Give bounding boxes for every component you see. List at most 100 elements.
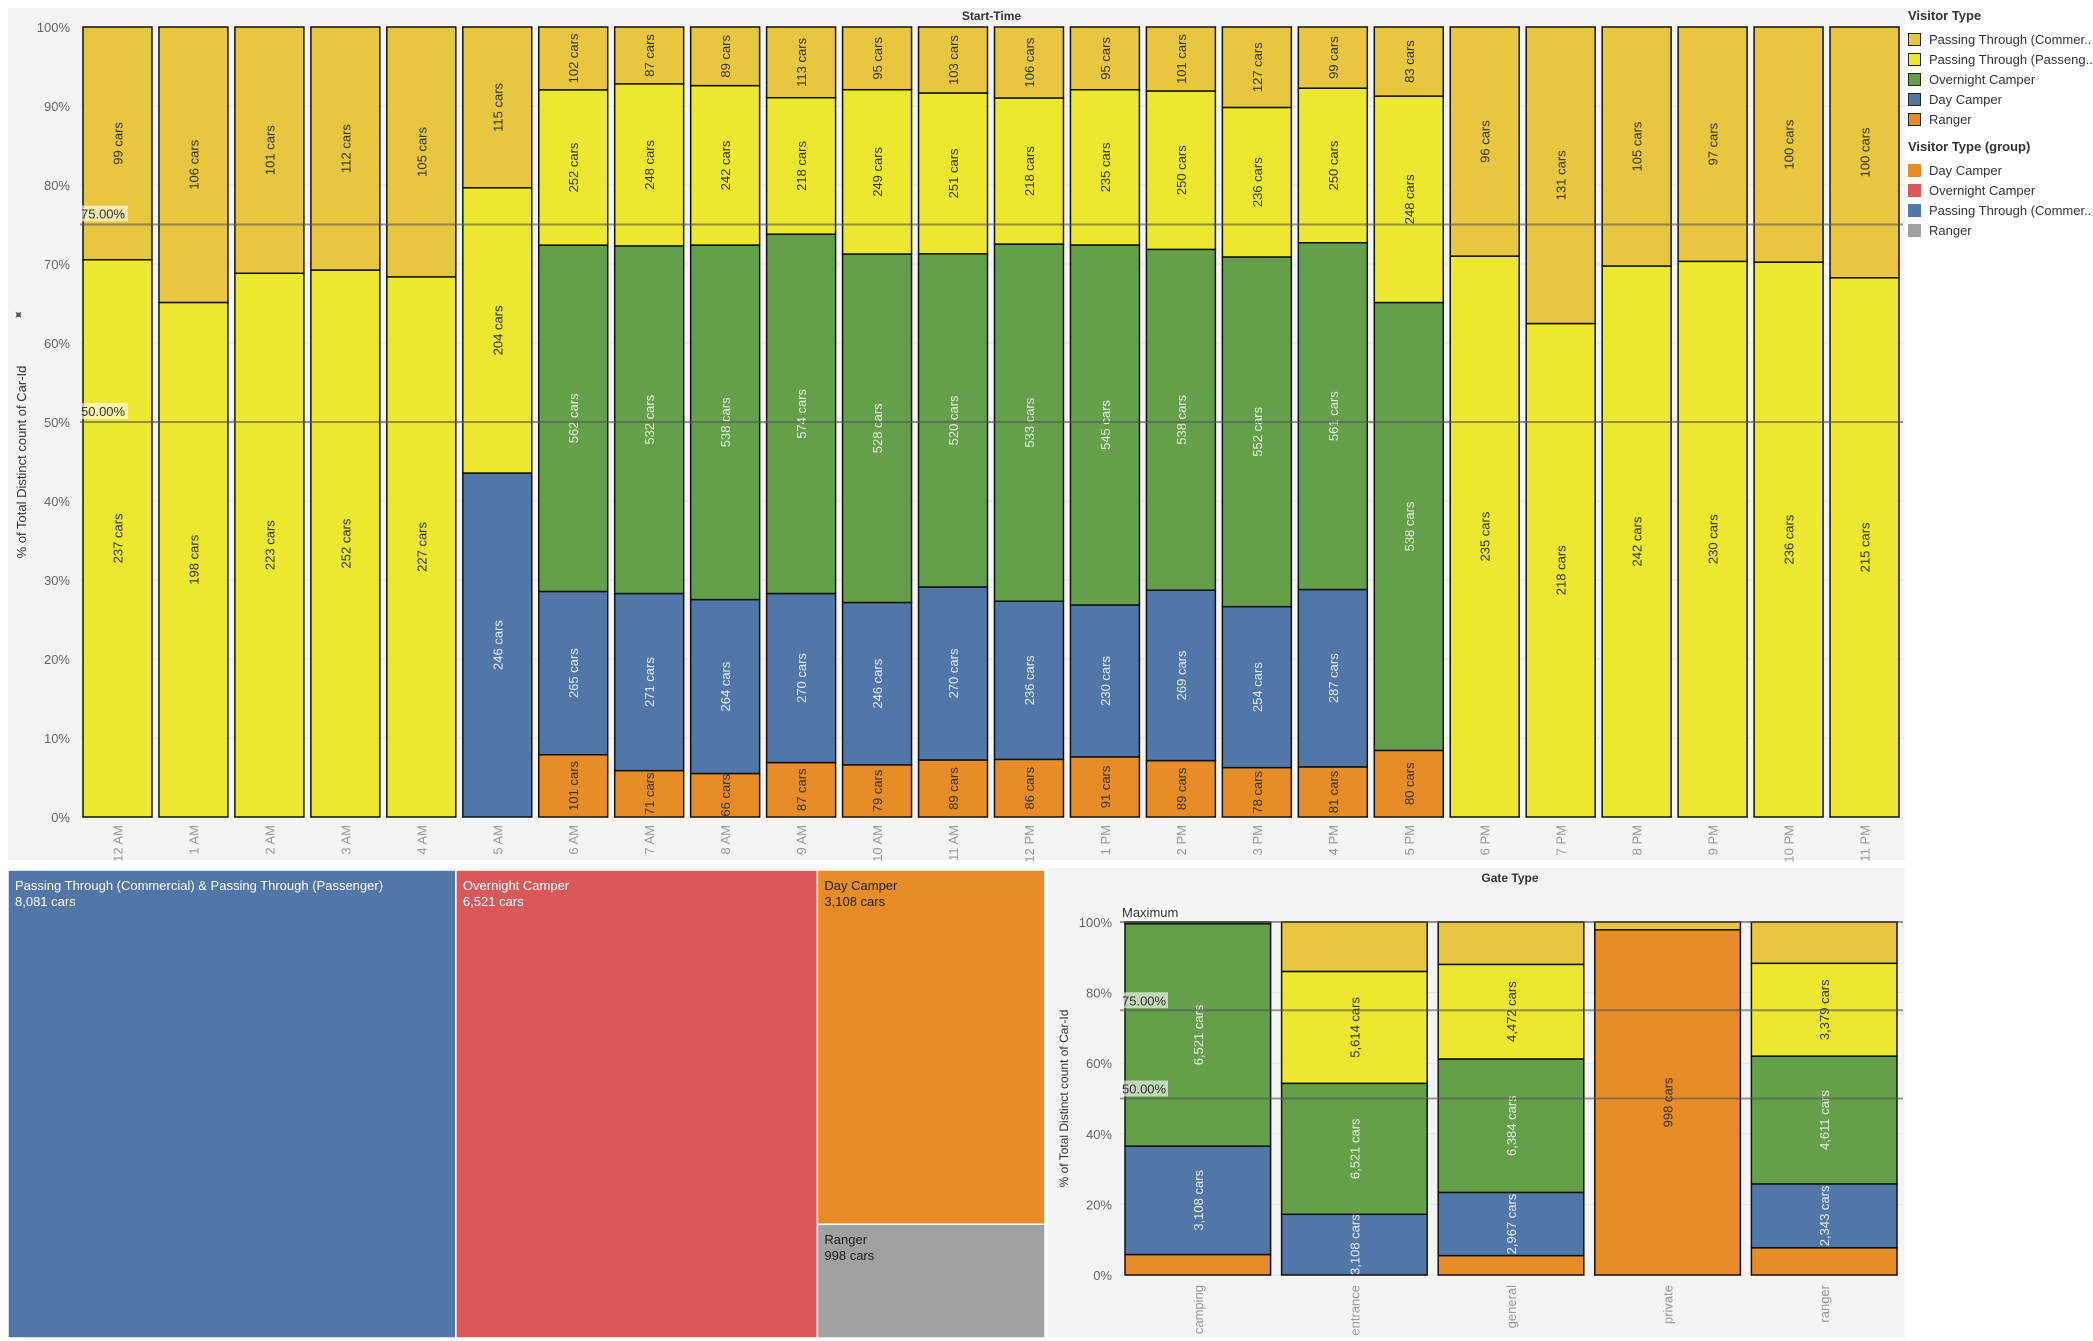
y-tick-label: 80% <box>44 178 70 193</box>
bar-segment-commercial <box>1525 26 1596 325</box>
legend-swatch <box>1908 223 1921 237</box>
bar-segment-day <box>1069 604 1141 758</box>
y-tick-label: 100% <box>1079 915 1113 930</box>
data-label: 6,521 cars <box>1347 1118 1362 1179</box>
bar-segment-day <box>689 598 761 775</box>
bar-segment-commercial <box>1750 921 1898 965</box>
data-label: 528 cars <box>870 403 885 453</box>
x-tick-label: camping <box>1191 1285 1206 1334</box>
legend-item[interactable]: Passing Through (Commer.. <box>1908 200 2093 220</box>
treemap-tile-name: Passing Through (Commercial) & Passing T… <box>15 878 383 893</box>
bar-segment-commercial <box>1297 26 1369 89</box>
treemap-tile-name: Day Camper <box>824 878 898 893</box>
bar-segment-ranger <box>1750 1247 1898 1276</box>
data-label: 246 cars <box>870 658 885 708</box>
x-tick-label: 6 AM <box>566 825 581 855</box>
bar-segment-commercial <box>841 26 913 91</box>
legend-label: Passing Through (Commer.. <box>1929 31 2092 47</box>
y-tick-label: 70% <box>44 257 70 272</box>
bar-segment-overnight <box>917 253 989 588</box>
y-tick-label: 100% <box>37 20 71 35</box>
data-label: 242 cars <box>1630 516 1645 566</box>
bar-segment-ranger <box>1221 766 1293 818</box>
x-tick-label: 9 AM <box>794 825 809 855</box>
data-label: 5,614 cars <box>1347 997 1362 1058</box>
bar-segment-passenger <box>82 259 153 818</box>
chart-title: Gate Type <box>1481 871 1538 885</box>
y-tick-label: 90% <box>44 99 70 114</box>
legend-visitor-type-group-items: Day Camper Overnight Camper Passing Throug… <box>1908 160 2093 240</box>
data-label: 78 cars <box>1250 770 1265 813</box>
x-tick-label: 7 AM <box>642 825 657 855</box>
bar-segment-commercial <box>1145 26 1217 92</box>
bar-segment-passenger <box>689 84 761 246</box>
data-label: 101 cars <box>1174 34 1189 84</box>
bar-segment-commercial <box>993 26 1065 99</box>
legend-item[interactable]: Day Camper <box>1908 89 2093 109</box>
data-label: 89 cars <box>718 35 733 78</box>
legend-label: Passing Through (Commer.. <box>1929 202 2092 218</box>
reference-line-label: 75.00% <box>81 207 126 222</box>
data-label: 235 cars <box>1098 142 1113 192</box>
data-label: 252 cars <box>566 142 581 192</box>
data-label: 106 cars <box>1022 37 1037 87</box>
legend-title-visitor-type-group: Visitor Type (group) <box>1908 139 2031 154</box>
legend-visitor-type-items: Passing Through (Commer.. Passing Through… <box>1908 29 2093 129</box>
bar-segment-commercial <box>1280 921 1428 973</box>
bar-segment-commercial <box>1437 921 1585 966</box>
x-tick-label: 3 AM <box>338 825 353 855</box>
bar-segment-commercial <box>1594 921 1742 931</box>
data-label: 237 cars <box>110 513 125 563</box>
legend-item[interactable]: Passing Through (Passeng.. <box>1908 49 2093 69</box>
legend-swatch <box>1908 92 1921 106</box>
x-tick-label: 3 PM <box>1250 825 1265 855</box>
data-label: 131 cars <box>1554 150 1569 200</box>
x-tick-label: private <box>1661 1285 1676 1324</box>
data-label: 562 cars <box>566 393 581 443</box>
legend-item[interactable]: Day Camper <box>1908 160 2093 180</box>
data-label: 254 cars <box>1250 662 1265 712</box>
legend-item[interactable]: Ranger <box>1908 109 2093 129</box>
x-tick-label: 9 PM <box>1706 825 1721 855</box>
data-label: 101 cars <box>262 125 277 175</box>
bar-segment-passenger <box>1221 106 1293 258</box>
x-tick-label: 12 PM <box>1022 825 1037 863</box>
x-tick-label: entrance <box>1347 1285 1362 1336</box>
x-tick-label: ranger <box>1817 1284 1832 1322</box>
data-label: 6,384 cars <box>1504 1095 1519 1156</box>
data-label: 242 cars <box>718 140 733 190</box>
bar-segment-day <box>1221 605 1293 769</box>
bar-segment-day <box>538 590 609 756</box>
data-label: 269 cars <box>1174 650 1189 700</box>
data-label: 100 cars <box>1858 127 1873 177</box>
x-tick-label: 12 AM <box>110 825 125 862</box>
treemap-tile-rect <box>7 869 457 1339</box>
legend-label: Day Camper <box>1929 162 2002 178</box>
legend-swatch <box>1908 112 1921 126</box>
data-label: 80 cars <box>1402 762 1417 805</box>
legend-item[interactable]: Overnight Camper <box>1908 180 2093 200</box>
legend-item[interactable]: Passing Through (Commer.. <box>1908 29 2093 49</box>
bar-segment-passenger <box>613 83 685 247</box>
bar-segment-commercial <box>1677 26 1748 263</box>
treemap-tile[interactable]: Passing Through (Commercial) & Passing T… <box>7 869 457 1339</box>
legend-item[interactable]: Overnight Camper <box>1908 69 2093 89</box>
bar-segment-commercial <box>1373 26 1444 97</box>
y-tick-label: 50% <box>44 415 70 430</box>
x-tick-label: 5 PM <box>1402 825 1417 855</box>
bar-segment-day <box>1750 1183 1898 1249</box>
y-tick-label: 60% <box>44 336 70 351</box>
legend-label: Overnight Camper <box>1929 71 2036 87</box>
data-label: 998 cars <box>1661 1077 1676 1127</box>
bar-segment-ranger <box>538 754 609 818</box>
bar-segment-ranger <box>1145 759 1217 818</box>
bar-segment-day <box>1145 589 1217 762</box>
data-label: 215 cars <box>1858 522 1873 572</box>
reference-label-bg <box>80 403 128 419</box>
data-label: 113 cars <box>794 37 809 86</box>
bar-segment-passenger <box>462 187 533 474</box>
legend-item[interactable]: Ranger <box>1908 220 2093 240</box>
